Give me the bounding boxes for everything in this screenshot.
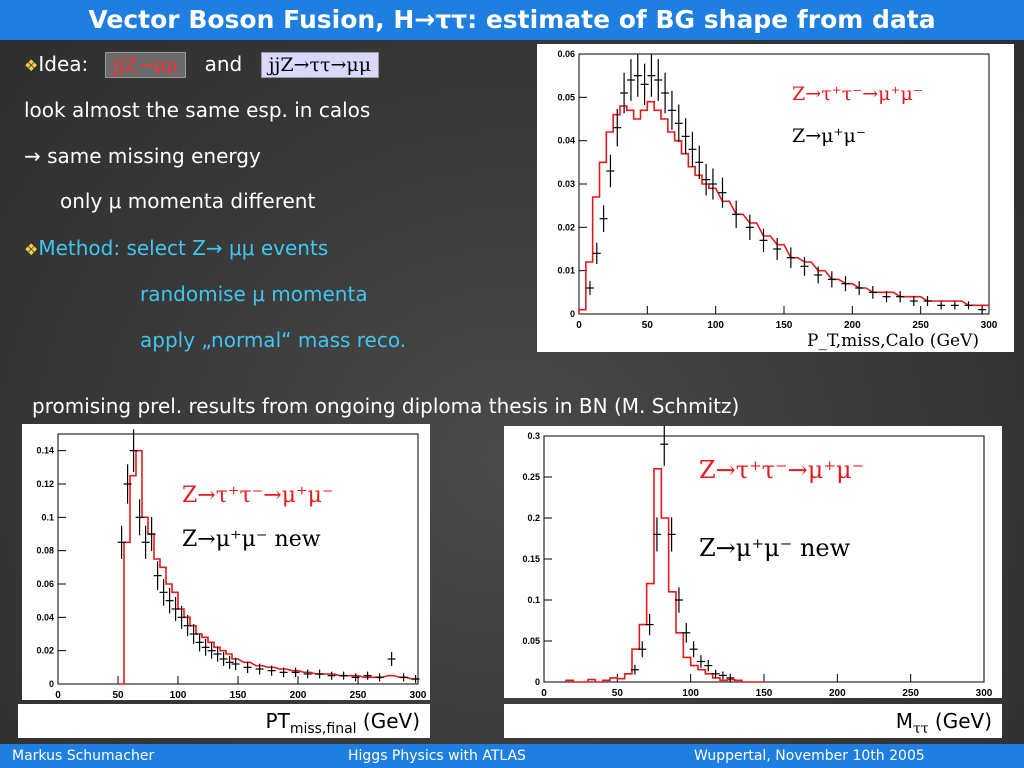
y-tick-label: 0.02	[557, 222, 575, 232]
chart-bottom-left: 0 50 100 150 200 250 300 0 0.02 0.04 0.06 0.08 0.1 0.…	[22, 424, 430, 700]
y-tick-label: 0	[49, 679, 54, 689]
y-tick-label: 0.25	[522, 472, 540, 482]
caption-m-sub: ττ	[913, 721, 929, 737]
y-tick-label: 0.14	[36, 446, 54, 456]
x-tick-label: 300	[976, 688, 993, 698]
legend-entry: Z→μ⁺μ⁻ new	[182, 527, 321, 552]
y-tick-label: 0.02	[36, 646, 54, 656]
y-tick-label: 0.2	[527, 513, 540, 523]
caption-m-unit: (GeV)	[928, 709, 992, 733]
and-label: and	[204, 52, 243, 76]
chart-bottom-right: 0 50 100 150 200 250 300 0 0.05 0.1 0.15 0.2 0.25 0.3…	[504, 426, 1002, 698]
diamond-bullet-icon: ❖	[24, 240, 39, 259]
y-tick-label: 0.15	[522, 554, 540, 564]
diamond-bullet-icon: ❖	[24, 56, 39, 75]
y-tick-label: 0.1	[527, 595, 540, 605]
x-tick-label: 100	[170, 690, 187, 700]
footer-place-date: Wuppertal, November 10th 2005	[694, 748, 925, 764]
bullet-line-4: only μ momenta different	[60, 189, 316, 213]
x-tick-label: 0	[55, 690, 61, 700]
x-tick-label: 50	[112, 690, 124, 700]
y-tick-label: 0.04	[36, 612, 54, 622]
y-tick-label: 0.08	[36, 546, 54, 556]
slide-title: Vector Boson Fusion, H→ττ: estimate of B…	[0, 0, 1024, 40]
y-tick-label: 0.12	[36, 479, 54, 489]
caption-pt-sub: miss,final	[289, 721, 357, 737]
histogram-Z→τ⁺τ⁻→μ⁺μ⁻	[578, 100, 989, 314]
plot-frame	[57, 433, 419, 685]
footer-bar: Markus Schumacher Higgs Physics with ATL…	[0, 744, 1024, 768]
y-tick-label: 0.03	[557, 179, 575, 189]
pt-miss-calo-chart: 0 50 100 150 200 250 300 0 0.01 0.02 0.03 0.04 0.05 0…	[557, 49, 998, 351]
x-tick-label: 100	[707, 320, 724, 331]
chart-top-right: 0 50 100 150 200 250 300 0 0.01 0.02 0.03 0.04 0.05 0…	[537, 44, 1014, 352]
legend-entry: Z→μ⁺μ⁻ new	[699, 534, 851, 562]
y-tick-label: 0.01	[557, 266, 575, 276]
x-tick-label: 150	[756, 688, 773, 698]
y-tick-label: 0.06	[557, 49, 575, 59]
m-tautau-chart: 0 50 100 150 200 250 300 0 0.05 0.1 0.15 0.2 0.25 0.3…	[522, 426, 993, 698]
histogram-Z→τ⁺τ⁻→μ⁺μ⁻	[118, 449, 418, 685]
method-line-2: randomise μ momenta	[140, 282, 368, 306]
method-line: ❖Method: select Z→ μμ events	[24, 236, 328, 260]
x-tick-label: 200	[844, 320, 861, 331]
caption-pt-main: PT	[265, 709, 290, 733]
idea-line: ❖Idea: jjZ→μμ and jjZ→ττ→μμ	[24, 52, 380, 78]
bullet-line-3: → same missing energy	[24, 144, 261, 168]
pt-miss-final-chart: 0 50 100 150 200 250 300 0 0.02 0.04 0.06 0.08 0.1 0.…	[36, 429, 427, 700]
x-tick-label: 50	[612, 688, 624, 698]
x-tick-label: 300	[410, 690, 427, 700]
y-tick-label: 0.05	[557, 92, 575, 102]
x-tick-label: 250	[902, 688, 919, 698]
footer-author: Markus Schumacher	[12, 748, 155, 764]
caption-pt-miss-final: PTmiss,final (GeV)	[18, 704, 430, 738]
y-tick-label: 0	[570, 309, 575, 319]
legend-entry: Z→τ⁺τ⁻→μ⁺μ⁻	[182, 483, 334, 508]
promising-line: promising prel. results from ongoing dip…	[32, 394, 740, 418]
tag-jjz-mumu: jjZ→μμ	[104, 52, 187, 78]
bullet-line-2: look almost the same esp. in calos	[24, 98, 371, 122]
caption-pt-unit: (GeV)	[356, 709, 420, 733]
legend-entry: Z→μ⁺μ⁻	[792, 125, 866, 147]
caption-m-tautau: Mττ (GeV)	[504, 704, 1002, 738]
y-tick-label: 0.04	[557, 136, 575, 146]
y-tick-label: 0	[535, 677, 540, 687]
caption-m-main: M	[895, 709, 914, 733]
y-tick-label: 0.3	[527, 431, 540, 441]
method-text: Method: select Z→ μμ events	[38, 236, 329, 260]
histogram-Z→τ⁺τ⁻→μ⁺μ⁻	[565, 468, 764, 683]
x-tick-label: 100	[682, 688, 699, 698]
y-tick-label: 0.1	[41, 512, 54, 522]
x-tick-label: 150	[230, 690, 247, 700]
method-line-3: apply „normal“ mass reco.	[140, 328, 407, 352]
idea-label: Idea:	[38, 52, 89, 76]
footer-talk: Higgs Physics with ATLAS	[348, 748, 526, 764]
tag-jjz-tautau-mumu: jjZ→ττ→μμ	[260, 52, 380, 78]
x-tick-label: 0	[576, 320, 582, 331]
x-axis-label: P_T,miss,Calo (GeV)	[807, 331, 979, 351]
x-tick-label: 0	[541, 688, 547, 698]
legend-entry: Z→τ⁺τ⁻→μ⁺μ⁻	[792, 83, 923, 105]
x-tick-label: 300	[981, 320, 998, 331]
y-tick-label: 0.06	[36, 579, 54, 589]
y-tick-label: 0.05	[522, 636, 540, 646]
x-tick-label: 200	[290, 690, 307, 700]
x-tick-label: 250	[912, 320, 929, 331]
x-tick-label: 200	[829, 688, 846, 698]
x-tick-label: 150	[776, 320, 793, 331]
x-tick-label: 250	[350, 690, 367, 700]
x-tick-label: 50	[642, 320, 654, 331]
legend-entry: Z→τ⁺τ⁻→μ⁺μ⁻	[699, 456, 864, 484]
plot-frame	[578, 53, 990, 315]
